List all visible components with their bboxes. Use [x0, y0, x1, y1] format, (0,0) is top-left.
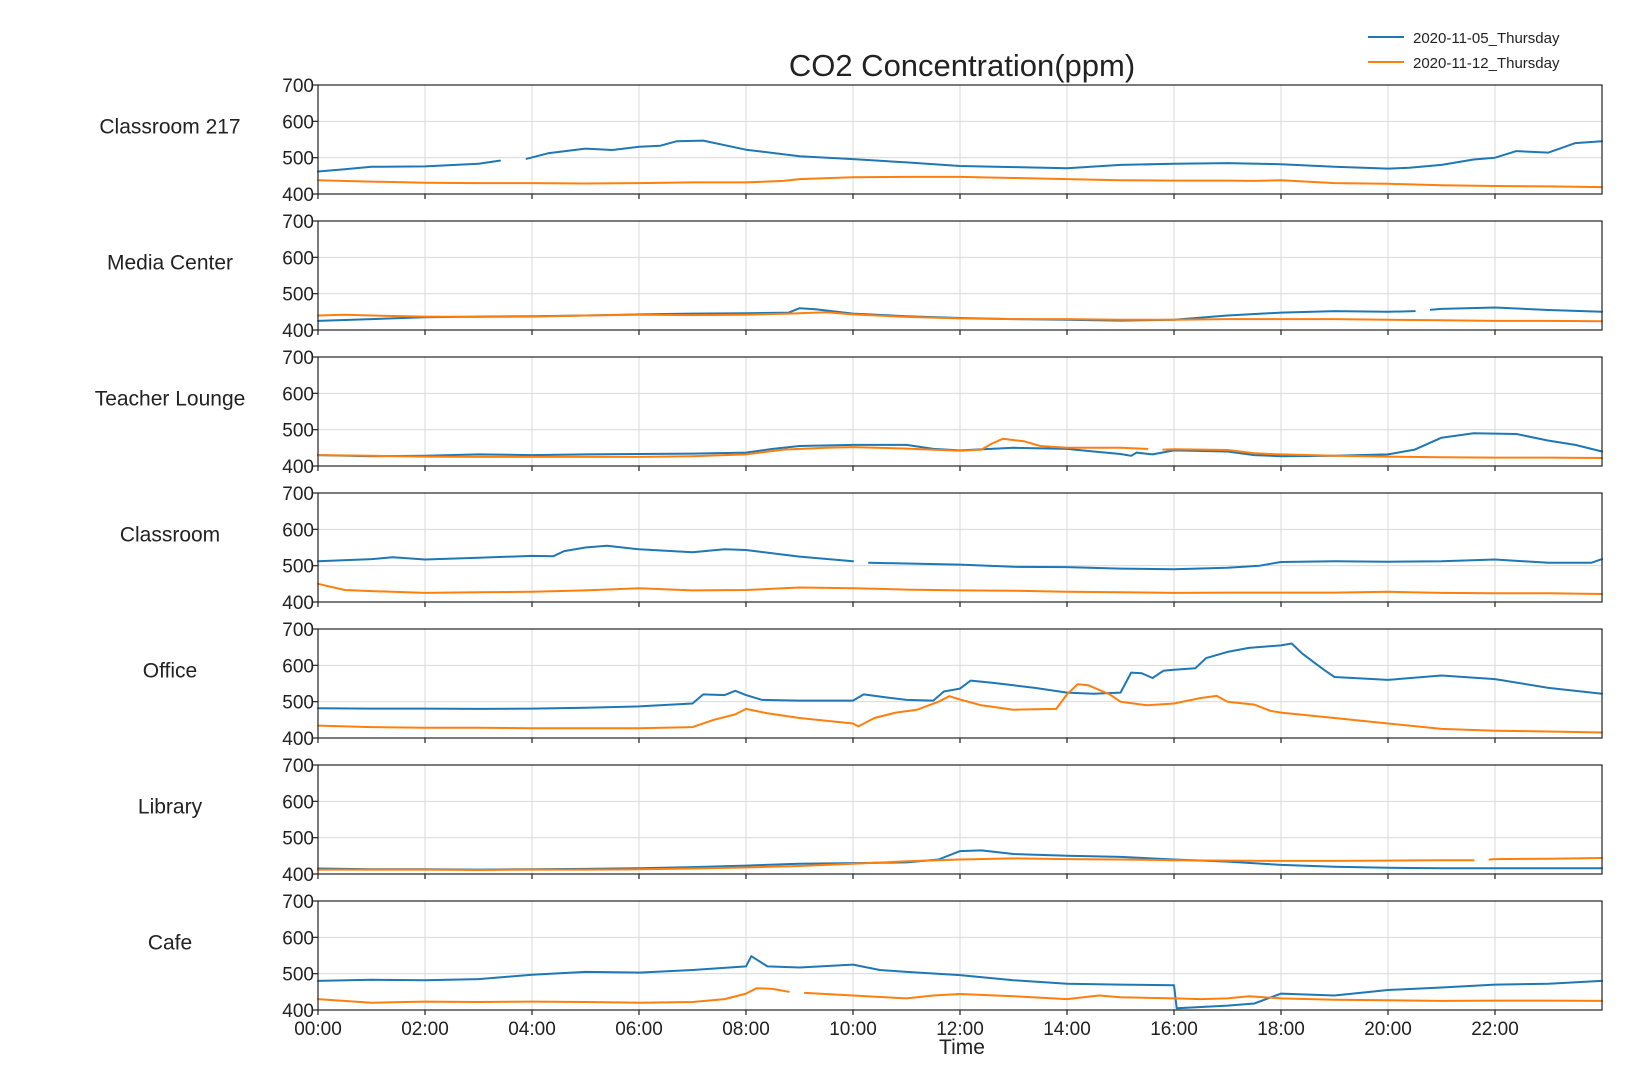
y-tick-label: 700	[282, 348, 314, 369]
chart-title: CO2 Concentration(ppm)	[789, 48, 1135, 83]
room-label: Classroom 217	[99, 116, 240, 139]
y-tick-label: 700	[282, 484, 314, 505]
room-label: Library	[138, 796, 203, 819]
panel-office: 400 500 600 700 Office	[143, 620, 1603, 750]
x-tick-label: 04:00	[508, 1019, 556, 1040]
y-tick-label: 500	[282, 557, 314, 578]
y-tick-label: 600	[282, 656, 314, 677]
series-line-2020-11-12-thursday	[317, 437, 1603, 459]
legend-label-series-2: 2020-11-12_Thursday	[1413, 55, 1560, 72]
y-tick-label: 700	[282, 620, 314, 641]
x-tick-label: 06:00	[615, 1019, 663, 1040]
y-tick-label: 600	[282, 520, 314, 541]
x-tick-label: 10:00	[829, 1019, 877, 1040]
x-tick-label: 16:00	[1150, 1019, 1198, 1040]
series-line-2020-11-12-thursday	[317, 311, 1603, 323]
y-tick-label: 600	[282, 112, 314, 133]
x-tick-label: 20:00	[1364, 1019, 1412, 1040]
y-tick-label: 500	[282, 285, 314, 306]
series-line-2020-11-12-thursday	[317, 987, 1603, 1004]
y-tick-label: 400	[282, 729, 314, 750]
x-tick-label: 18:00	[1257, 1019, 1305, 1040]
room-label: Cafe	[148, 932, 192, 955]
y-tick-label: 600	[282, 928, 314, 949]
y-tick-label: 500	[282, 421, 314, 442]
series-line-2020-11-05-thursday	[317, 642, 1603, 710]
y-tick-label: 700	[282, 212, 314, 233]
y-tick-label: 400	[282, 185, 314, 206]
y-tick-label: 700	[282, 892, 314, 913]
x-tick-label: 08:00	[722, 1019, 770, 1040]
y-tick-label: 500	[282, 149, 314, 170]
y-tick-label: 600	[282, 384, 314, 405]
room-label: Media Center	[107, 252, 233, 275]
y-tick-label: 400	[282, 865, 314, 886]
series-line-2020-11-05-thursday	[317, 544, 1603, 571]
panel-library: 400 500 600 700 Library	[138, 756, 1603, 886]
series-line-2020-11-05-thursday	[317, 432, 1603, 458]
room-label: Office	[143, 660, 197, 683]
panel-teacher-lounge: 400 500 600 700 Teacher Lounge	[95, 348, 1603, 478]
panel-classroom-217: 400 500 600 700 Classroom 217	[99, 76, 1603, 206]
y-tick-label: 700	[282, 76, 314, 97]
x-tick-label: 14:00	[1043, 1019, 1091, 1040]
legend-label-series-1: 2020-11-05_Thursday	[1413, 30, 1560, 47]
room-label: Classroom	[120, 524, 220, 547]
legend: 2020-11-05_Thursday 2020-11-12_Thursday	[1368, 30, 1560, 72]
series-line-2020-11-05-thursday	[317, 139, 1603, 173]
x-axis-label: Time	[939, 1036, 985, 1059]
x-tick-label: 02:00	[401, 1019, 449, 1040]
panel-media-center: 400 500 600 700 Media Center	[107, 212, 1603, 342]
series-line-2020-11-12-thursday	[317, 683, 1603, 734]
room-label: Teacher Lounge	[95, 388, 246, 411]
y-tick-label: 700	[282, 756, 314, 777]
series-line-2020-11-05-thursday	[317, 955, 1603, 1010]
x-tick-label: 12:00	[936, 1019, 984, 1040]
y-tick-label: 500	[282, 829, 314, 850]
y-tick-label: 400	[282, 457, 314, 478]
series-line-2020-11-12-thursday	[317, 582, 1603, 595]
series-line-2020-11-12-thursday	[317, 175, 1603, 189]
x-tick-label: 22:00	[1471, 1019, 1519, 1040]
y-tick-label: 500	[282, 965, 314, 986]
x-tick-label: 00:00	[294, 1019, 342, 1040]
y-tick-label: 500	[282, 693, 314, 714]
y-tick-label: 400	[282, 321, 314, 342]
y-tick-label: 400	[282, 593, 314, 614]
panel-classroom: 400 500 600 700 Classroom	[120, 484, 1603, 614]
y-tick-label: 600	[282, 248, 314, 269]
series-line-2020-11-12-thursday	[317, 857, 1603, 871]
panel-cafe: 400 500 600 700 Cafe 00:00 02:00 04:00 06:00 08:0…	[148, 892, 1603, 1040]
panels-layer: 400 500 600 700 Classroom 217 400 500 600 700 Med…	[95, 76, 1603, 1040]
y-tick-label: 600	[282, 792, 314, 813]
y-tick-label: 400	[282, 1001, 314, 1022]
